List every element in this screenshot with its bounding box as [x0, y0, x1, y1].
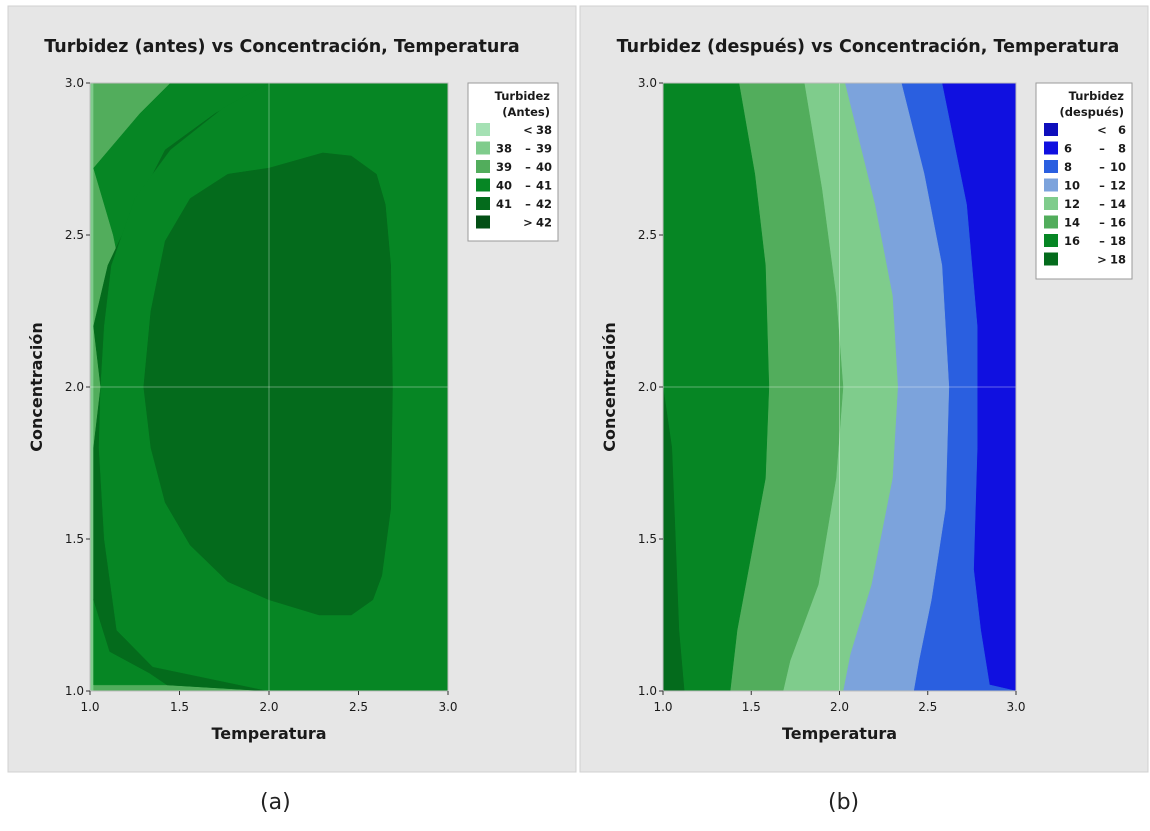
- legend-swatch: [1044, 141, 1058, 155]
- legend-title: (Antes): [502, 105, 550, 119]
- legend-swatch: [476, 141, 490, 155]
- legend-label-lo: 39: [496, 160, 512, 174]
- contour-regions: [90, 83, 448, 691]
- legend-swatch: [1044, 234, 1058, 247]
- x-axis-label: Temperatura: [782, 724, 897, 743]
- legend-swatch: [1044, 160, 1058, 173]
- y-tick-label: 1.5: [638, 532, 657, 546]
- legend-label-lo: 16: [1064, 234, 1080, 248]
- y-tick-label: 1.0: [65, 684, 84, 698]
- x-tick-label: 2.0: [830, 700, 849, 714]
- legend-title: Turbidez: [495, 89, 551, 103]
- legend-label-hi: 8: [1118, 142, 1126, 156]
- legend-swatch: [476, 123, 490, 136]
- chart-title: Turbidez (después) vs Concentración, Tem…: [617, 37, 1120, 57]
- legend-label-sep: –: [1099, 160, 1105, 174]
- caption-a: (a): [260, 790, 291, 815]
- x-tick-label: 1.5: [742, 700, 761, 714]
- chart-title: Turbidez (antes) vs Concentración, Tempe…: [44, 37, 519, 57]
- legend-label-lo: 38: [496, 142, 512, 156]
- y-tick-label: 2.0: [65, 380, 84, 394]
- legend-label-op: >: [1097, 253, 1107, 267]
- y-tick-label: 1.5: [65, 532, 84, 546]
- x-tick-label: 1.0: [80, 700, 99, 714]
- legend-swatch: [1044, 178, 1058, 192]
- y-axis-label: Concentración: [600, 322, 619, 452]
- y-axis-label: Concentración: [27, 322, 46, 452]
- legend-label-sep: –: [1099, 142, 1105, 156]
- legend-swatch: [1044, 252, 1058, 266]
- x-tick-label: 2.5: [349, 700, 368, 714]
- x-tick-label: 1.0: [653, 700, 672, 714]
- legend: Turbidez(después)< 66–88–1010–1212–1414–1…: [1035, 82, 1133, 280]
- x-tick-label: 3.0: [438, 700, 457, 714]
- contour-region: [663, 83, 770, 691]
- legend-label-hi: 16: [1110, 216, 1126, 230]
- legend-label-hi: 42: [536, 216, 552, 230]
- legend-title: (después): [1060, 105, 1124, 119]
- legend-label-lo: 6: [1064, 142, 1072, 156]
- legend-label-op: <: [523, 123, 533, 137]
- x-tick-label: 1.5: [170, 700, 189, 714]
- legend-label-hi: 18: [1110, 253, 1126, 267]
- legend-label-hi: 18: [1110, 234, 1126, 248]
- legend-swatch: [476, 178, 490, 192]
- legend-label-lo: 14: [1064, 216, 1080, 230]
- legend-swatch: [1044, 123, 1058, 136]
- y-tick-label: 2.5: [65, 228, 84, 242]
- legend-label-hi: 6: [1118, 123, 1126, 137]
- contour-region: [663, 386, 685, 691]
- legend-label-sep: –: [1099, 179, 1105, 193]
- legend-label-hi: 38: [536, 123, 552, 137]
- legend-label-lo: 8: [1064, 160, 1072, 174]
- legend-label-lo: 10: [1064, 179, 1080, 193]
- legend-label-sep: –: [525, 160, 531, 174]
- legend-label-lo: 40: [496, 179, 512, 193]
- legend-swatch: [1044, 215, 1058, 229]
- contour-region: [143, 152, 393, 616]
- legend-label-lo: 12: [1064, 197, 1080, 211]
- x-axis-label: Temperatura: [211, 724, 326, 743]
- y-tick-label: 1.0: [638, 684, 657, 698]
- legend-label-sep: –: [525, 179, 531, 193]
- contour-regions: [663, 83, 1016, 691]
- legend-swatch: [476, 160, 490, 173]
- legend-label-hi: 41: [536, 179, 552, 193]
- legend-label-sep: –: [1099, 197, 1105, 211]
- legend-label-hi: 40: [536, 160, 552, 174]
- legend-label-sep: –: [525, 197, 531, 211]
- y-tick-label: 2.5: [638, 228, 657, 242]
- chart-b: Turbidez (después) vs Concentración, Tem…: [579, 5, 1149, 773]
- legend-label-sep: –: [1099, 234, 1105, 248]
- legend-label-hi: 10: [1110, 160, 1126, 174]
- x-tick-label: 3.0: [1006, 700, 1025, 714]
- legend-swatch: [476, 215, 490, 229]
- legend-label-lo: 41: [496, 197, 512, 211]
- legend-swatch: [476, 197, 490, 210]
- legend-label-sep: –: [525, 142, 531, 156]
- legend-label-hi: 14: [1110, 197, 1126, 211]
- y-tick-label: 2.0: [638, 380, 657, 394]
- legend-label-hi: 39: [536, 142, 552, 156]
- caption-b: (b): [828, 790, 860, 815]
- legend-title: Turbidez: [1069, 89, 1125, 103]
- legend-label-op: >: [523, 216, 533, 230]
- y-tick-label: 3.0: [65, 76, 84, 90]
- legend-swatch: [1044, 197, 1058, 210]
- y-tick-label: 3.0: [638, 76, 657, 90]
- chart-a: Turbidez (antes) vs Concentración, Tempe…: [7, 5, 577, 773]
- x-tick-label: 2.5: [918, 700, 937, 714]
- legend-label-sep: –: [1099, 216, 1105, 230]
- legend-label-hi: 12: [1110, 179, 1126, 193]
- x-tick-label: 2.0: [259, 700, 278, 714]
- legend-label-op: <: [1097, 123, 1107, 137]
- legend-label-hi: 42: [536, 197, 552, 211]
